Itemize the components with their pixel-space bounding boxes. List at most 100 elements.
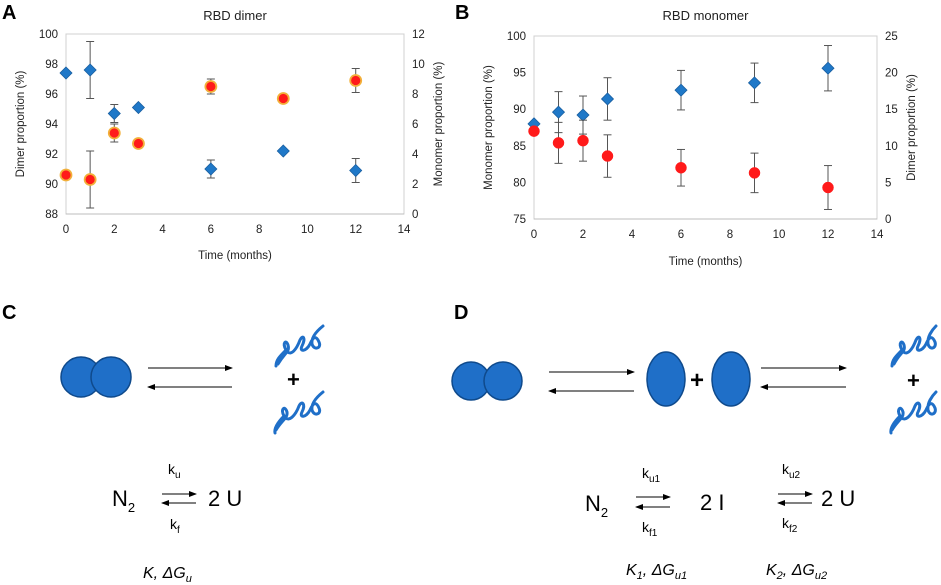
data-point-circle bbox=[276, 92, 290, 105]
scheme-d-2i: 2 I bbox=[700, 490, 724, 515]
data-point-circle bbox=[748, 167, 761, 179]
scheme-c-kf: kf bbox=[170, 516, 180, 536]
y2-tick-label: 0 bbox=[885, 214, 891, 226]
data-point-circle bbox=[601, 150, 614, 162]
scheme-d-kf1: kf1 bbox=[642, 519, 658, 539]
panel-letter-c: C bbox=[2, 302, 16, 324]
scheme-c-n2: N2 bbox=[112, 486, 135, 515]
data-point-diamond bbox=[551, 105, 566, 119]
data-point-circle bbox=[675, 162, 687, 174]
data-point-diamond bbox=[131, 100, 145, 115]
x-tick-label: 4 bbox=[159, 224, 166, 236]
scheme-c-plus: + bbox=[287, 367, 300, 392]
chart-title: RBD dimer bbox=[203, 8, 267, 23]
scheme-c-unfolded-chain-bottom bbox=[273, 390, 325, 435]
x-tick-label: 6 bbox=[678, 229, 684, 241]
scheme-d-constant-2: K2, ΔGu2 bbox=[766, 562, 827, 582]
data-point-diamond bbox=[59, 66, 73, 80]
chart-title: RBD monomer bbox=[663, 8, 750, 23]
y-tick-label: 96 bbox=[45, 89, 58, 101]
x-axis-label: Time (months) bbox=[198, 250, 272, 262]
y-axis-label: Dimer proportion (%) bbox=[15, 70, 27, 177]
x-tick-label: 12 bbox=[822, 229, 835, 241]
y-tick-label: 92 bbox=[45, 149, 58, 161]
scheme-d-dimer-bead-right bbox=[483, 361, 523, 401]
scheme-d-ku2: ku2 bbox=[782, 461, 801, 481]
data-point-circle bbox=[552, 137, 565, 149]
data-point-circle bbox=[107, 126, 121, 140]
scheme-d-kf2: kf2 bbox=[782, 515, 798, 535]
panel-letter-d: D bbox=[454, 302, 468, 324]
y-tick-label: 88 bbox=[45, 209, 58, 221]
scheme-c-dimer-bead-right bbox=[90, 356, 132, 398]
y-axis-label: Monomer proportion (%) bbox=[483, 65, 495, 190]
x-tick-label: 14 bbox=[871, 229, 884, 241]
scheme-c-constant: K, ΔGu bbox=[143, 565, 192, 585]
data-point-diamond bbox=[674, 83, 688, 97]
data-point-diamond bbox=[83, 63, 97, 77]
scheme-d-ku1: ku1 bbox=[642, 465, 661, 485]
x-tick-label: 12 bbox=[349, 224, 362, 236]
scheme-d-intermediate-2 bbox=[711, 351, 751, 407]
y2-tick-label: 12 bbox=[412, 29, 425, 41]
scheme-c-ku: ku bbox=[168, 461, 181, 481]
scheme-d-plus-2: + bbox=[907, 368, 920, 393]
data-point-circle bbox=[822, 181, 834, 194]
data-point-circle bbox=[83, 173, 97, 186]
data-point-circle bbox=[528, 125, 540, 137]
y2-axis-label: Dimer proportion (%) bbox=[906, 74, 918, 181]
data-point-diamond bbox=[600, 92, 615, 106]
data-point-diamond bbox=[349, 163, 363, 178]
x-tick-label: 2 bbox=[111, 224, 117, 236]
data-point-diamond bbox=[107, 106, 121, 121]
scheme-d-unfolded-chain-top bbox=[890, 324, 938, 368]
x-tick-label: 10 bbox=[773, 229, 786, 241]
y2-tick-label: 10 bbox=[885, 141, 898, 153]
data-point-circle bbox=[59, 168, 73, 182]
scheme-d-constant-1: K1, ΔGu1 bbox=[626, 562, 687, 582]
chart-rbd-monomer: RBD monomer 0 2 4 6 8 10 12 14 75 80 85 90 95 100 0 5 10 1… bbox=[483, 8, 918, 268]
data-point-circle bbox=[132, 137, 145, 150]
data-point-circle bbox=[204, 80, 218, 93]
chart-rbd-dimer: RBD dimer 0 2 4 6 8 10 12 14 88 90 92 94 96 98 100 0 2 4 6 8… bbox=[15, 8, 445, 262]
y2-tick-label: 20 bbox=[885, 68, 898, 80]
y-tick-label: 80 bbox=[513, 177, 526, 189]
y-tick-label: 90 bbox=[45, 179, 58, 191]
y-tick-label: 100 bbox=[39, 29, 58, 41]
y2-axis-label: Monomer proportion (%) bbox=[433, 62, 445, 187]
data-point-diamond bbox=[276, 144, 290, 158]
y2-tick-label: 5 bbox=[885, 177, 891, 189]
scheme-d-plus-1: + bbox=[690, 367, 704, 394]
data-point-circle bbox=[577, 134, 589, 147]
y-tick-label: 90 bbox=[513, 104, 526, 116]
y2-tick-label: 0 bbox=[412, 209, 418, 221]
y-tick-label: 100 bbox=[507, 31, 526, 43]
x-tick-label: 14 bbox=[398, 224, 411, 236]
x-tick-label: 8 bbox=[727, 229, 733, 241]
scheme-d-n2: N2 bbox=[585, 491, 608, 520]
data-point-diamond bbox=[204, 162, 218, 176]
y2-tick-label: 2 bbox=[412, 179, 418, 191]
x-tick-label: 2 bbox=[580, 229, 586, 241]
scheme-d-intermediate-1 bbox=[646, 351, 686, 407]
y-tick-label: 75 bbox=[513, 214, 526, 226]
scheme-c-unfolded-chain-top bbox=[274, 324, 325, 368]
x-tick-label: 0 bbox=[63, 224, 69, 236]
scheme-d-2u: 2 U bbox=[821, 486, 855, 511]
y-tick-label: 94 bbox=[45, 119, 58, 131]
y-tick-label: 95 bbox=[513, 68, 526, 80]
y2-tick-label: 8 bbox=[412, 89, 418, 101]
x-axis-label: Time (months) bbox=[669, 256, 743, 268]
y-tick-label: 98 bbox=[45, 59, 58, 71]
x-tick-label: 8 bbox=[256, 224, 262, 236]
scheme-d-unfolded-chain-bottom bbox=[889, 390, 938, 435]
scheme-c: + N2 ku kf 2 U K, ΔGu bbox=[60, 324, 325, 585]
data-point-diamond bbox=[747, 76, 762, 90]
scheme-d: + + N2 ku1 kf1 2 I ku2 kf2 2 U K1, ΔGu1 bbox=[451, 324, 938, 582]
scheme-c-2u: 2 U bbox=[208, 486, 242, 511]
x-tick-label: 6 bbox=[208, 224, 214, 236]
x-tick-label: 0 bbox=[531, 229, 537, 241]
x-tick-label: 4 bbox=[629, 229, 636, 241]
panel-letter-a: A bbox=[2, 2, 16, 24]
